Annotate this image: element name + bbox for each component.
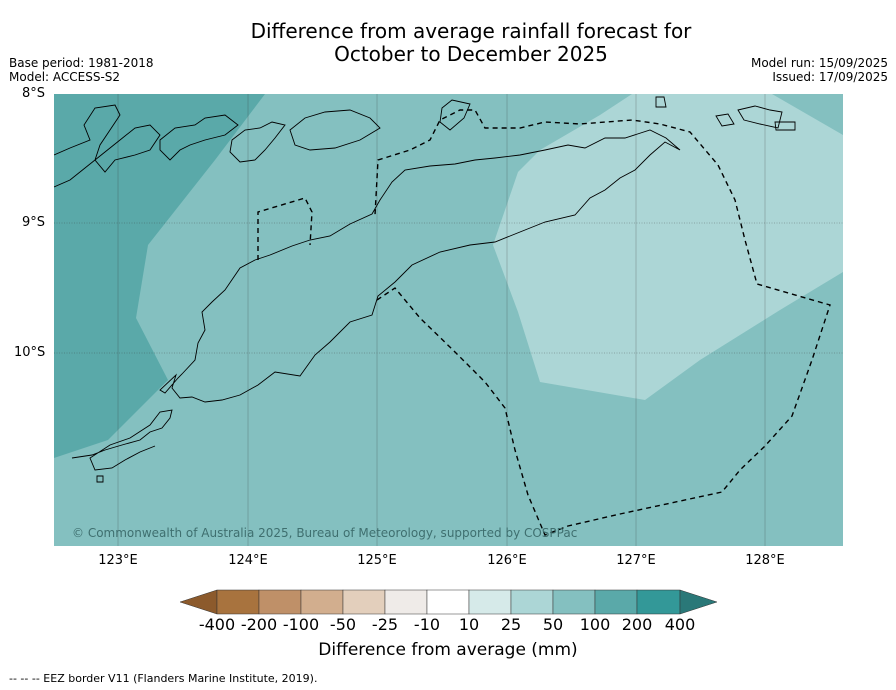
eez-footnote: -- -- -- EEZ border V11 (Flanders Marine… <box>9 672 318 685</box>
cb-tick-5: -10 <box>413 615 441 634</box>
lon-label-124e: 124°E <box>228 553 268 568</box>
cb-cell-9 <box>552 589 596 615</box>
cb-cell-5 <box>384 589 428 615</box>
cb-cell-10 <box>594 589 638 615</box>
lat-label-10s: 10°S <box>14 345 46 360</box>
lon-label-123e: 123°E <box>98 553 138 568</box>
title-line-2: October to December 2025 <box>334 42 608 66</box>
shade-10-25 <box>493 94 843 400</box>
meta-right: Model run: 15/09/2025 Issued: 17/09/2025 <box>751 56 888 84</box>
cb-tick-7: 25 <box>500 615 522 634</box>
base-period: Base period: 1981-2018 <box>9 56 154 70</box>
model-run: Model run: 15/09/2025 <box>750 56 888 70</box>
alor-coast <box>159 114 239 161</box>
island-small-2 <box>715 113 735 127</box>
coastlines <box>54 96 796 483</box>
title-line-1: Difference from average rainfall forecas… <box>250 19 692 43</box>
cb-tick-6: 10 <box>458 615 480 634</box>
cb-tick-10: 200 <box>621 615 653 634</box>
colorbar-label: Difference from average (mm) <box>318 640 578 660</box>
pantar-coast <box>229 121 286 163</box>
shade-50-100 <box>54 94 265 458</box>
map-area <box>54 94 843 546</box>
lon-label-127e: 127°E <box>616 553 656 568</box>
cb-cell-1 <box>216 589 260 615</box>
island-small-4 <box>774 121 796 131</box>
cb-tick-9: 100 <box>579 615 611 634</box>
cb-tick-2: -100 <box>282 615 320 634</box>
cb-cell-0 <box>179 589 218 615</box>
cb-cell-6 <box>426 589 470 615</box>
colorbar <box>179 589 718 615</box>
cb-tick-3: -50 <box>329 615 357 634</box>
timor-coast <box>159 129 681 403</box>
cb-tick-11: 400 <box>664 615 696 634</box>
cb-cell-4 <box>342 589 386 615</box>
island-small-3 <box>737 105 783 129</box>
lat-label-9s: 9°S <box>22 215 46 230</box>
lat-label-8s: 8°S <box>22 86 46 101</box>
issued-date: Issued: 17/09/2025 <box>772 70 888 84</box>
cb-cell-12 <box>679 589 718 615</box>
cb-cell-7 <box>468 589 512 615</box>
cb-tick-8: 50 <box>542 615 564 634</box>
eez-border <box>257 109 831 536</box>
island-small-5 <box>96 475 104 483</box>
lon-label-126e: 126°E <box>487 553 527 568</box>
cb-cell-11 <box>636 589 681 615</box>
chart-title: Difference from average rainfall forecas… <box>0 20 896 66</box>
island-small-1 <box>655 96 667 108</box>
rote-coast <box>71 409 173 471</box>
flores-coast <box>54 104 161 188</box>
lon-label-125e: 125°E <box>357 553 397 568</box>
lon-label-128e: 128°E <box>745 553 785 568</box>
cb-tick-0: -400 <box>198 615 236 634</box>
model-name: Model: ACCESS-S2 <box>9 70 121 84</box>
cb-cell-8 <box>510 589 554 615</box>
cb-cell-3 <box>300 589 344 615</box>
cb-cell-2 <box>258 589 302 615</box>
wetar-coast <box>289 109 381 151</box>
cb-tick-1: -200 <box>240 615 278 634</box>
cb-tick-4: -25 <box>371 615 399 634</box>
copyright-notice: © Commonwealth of Australia 2025, Bureau… <box>72 526 578 540</box>
atauro-coast <box>439 99 471 131</box>
meta-left: Base period: 1981-2018 Model: ACCESS-S2 <box>9 56 154 84</box>
